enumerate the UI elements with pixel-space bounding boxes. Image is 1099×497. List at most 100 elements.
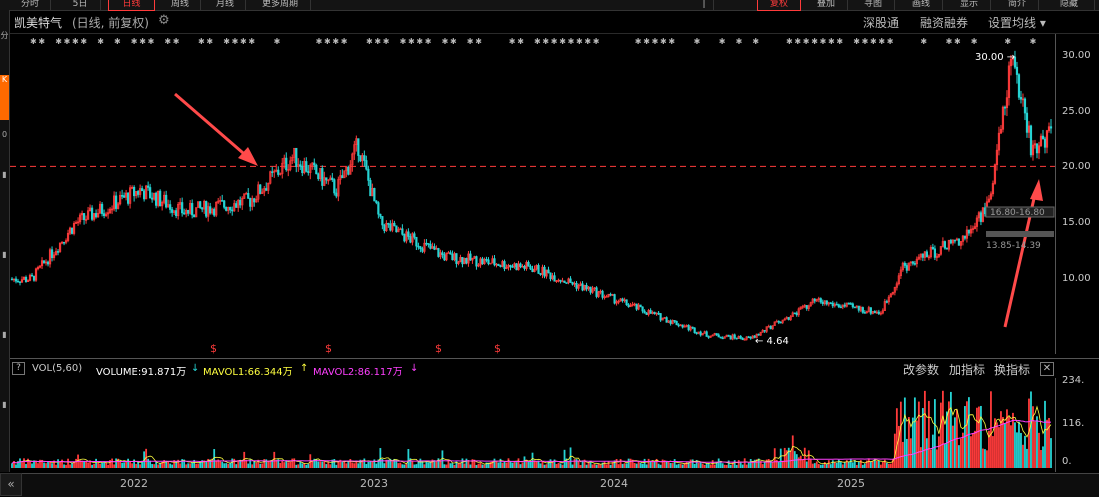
candle-body bbox=[871, 311, 874, 314]
volume-bar bbox=[189, 463, 192, 468]
gear-icon[interactable]: ⚙ bbox=[158, 13, 170, 28]
scroll-left-button[interactable]: « bbox=[0, 473, 22, 496]
tab-hide[interactable]: 隐藏 bbox=[1044, 0, 1095, 10]
left-tab-5[interactable]: ▮ bbox=[2, 250, 7, 259]
edit-params-button[interactable]: 改参数 bbox=[903, 363, 940, 377]
volume-bar bbox=[509, 461, 512, 468]
add-indicator-button[interactable]: 加指标 bbox=[949, 363, 986, 377]
candle-body bbox=[581, 283, 584, 291]
candle-body bbox=[501, 261, 504, 267]
tab-adjust[interactable]: 复权 bbox=[757, 0, 801, 11]
volume-bar bbox=[799, 455, 802, 468]
volume-bar bbox=[751, 461, 754, 468]
candle-body bbox=[671, 320, 674, 324]
signal-marker-icon: $ bbox=[435, 342, 442, 355]
volume-bar bbox=[303, 463, 306, 468]
help-icon[interactable]: ? bbox=[12, 362, 25, 375]
candle-body bbox=[745, 336, 748, 340]
candlestick-chart[interactable]: ✱ ✱ ✱ ✱ ✱ ✱ ✱ ✱ ✱ ✱ ✱ ✱ ✱ ✱ ✱ ✱ ✱ ✱ ✱ ✱ ✱ ✱ ✱ ✱ ✱ ✱ ✱ ✱ ✱ ✱ ✱ ✱ ✱ ✱ ✱ ✱ ✱ ✱ ✱ ✱… bbox=[10, 34, 1055, 356]
volume-bar bbox=[507, 458, 510, 468]
volume-bar bbox=[91, 464, 93, 468]
tab-daily[interactable]: 日线 bbox=[108, 0, 155, 11]
volume-bar bbox=[453, 464, 456, 468]
candle-body bbox=[112, 195, 116, 210]
candle-body bbox=[883, 301, 886, 311]
volume-bar bbox=[761, 464, 764, 468]
candle-body bbox=[133, 186, 136, 197]
candle-body bbox=[851, 303, 854, 308]
left-tab-1[interactable]: 分 bbox=[0, 31, 9, 40]
price-tick: 10.00 bbox=[1062, 273, 1091, 284]
event-marker-icon: ✱ bbox=[534, 37, 541, 46]
candle-body bbox=[947, 239, 951, 250]
tab-monthly[interactable]: 月线 bbox=[205, 0, 246, 10]
tab-display[interactable]: 显示 bbox=[948, 0, 991, 10]
tab-find-pattern[interactable]: 寻图 bbox=[852, 0, 895, 10]
tab-profile[interactable]: 简介 bbox=[996, 0, 1039, 10]
candle-body bbox=[141, 188, 144, 192]
left-tab-7[interactable]: ▮ bbox=[2, 400, 7, 409]
volume-bar bbox=[207, 458, 210, 468]
candle-body bbox=[605, 296, 608, 298]
candle-body bbox=[895, 283, 898, 288]
close-icon[interactable]: ✕ bbox=[1040, 362, 1054, 376]
tab-weekly[interactable]: 周线 bbox=[160, 0, 201, 10]
volume-bar bbox=[699, 462, 702, 468]
tab-intraday[interactable]: 分时 bbox=[10, 0, 51, 10]
left-tab-6[interactable]: ▮ bbox=[2, 330, 7, 339]
left-tab-kline[interactable]: K bbox=[0, 75, 9, 120]
volume-bar bbox=[117, 458, 120, 468]
volume-bar bbox=[785, 450, 788, 468]
volume-bar bbox=[353, 463, 356, 468]
northbound-link[interactable]: 深股通 bbox=[863, 16, 900, 30]
volume-bar bbox=[739, 461, 742, 468]
candle-body bbox=[423, 242, 426, 252]
volume-bar bbox=[69, 464, 71, 468]
candle-body bbox=[471, 257, 474, 261]
candle-body bbox=[547, 269, 550, 274]
change-indicator-button[interactable]: 换指标 bbox=[994, 363, 1031, 377]
tab-5day[interactable]: 5日 bbox=[60, 0, 101, 10]
volume-bar bbox=[429, 461, 432, 468]
volume-bar bbox=[393, 458, 396, 468]
left-tab-4[interactable]: ▮ bbox=[2, 170, 7, 179]
time-axis[interactable]: 2022 2023 2024 2025 bbox=[10, 473, 1099, 497]
candle-body bbox=[709, 335, 712, 338]
volume-bar bbox=[163, 459, 166, 468]
volume-bar bbox=[733, 460, 736, 468]
volume-bar bbox=[941, 390, 944, 468]
indicator-name[interactable]: VOL(5,60) bbox=[32, 363, 83, 374]
volume-bar bbox=[21, 462, 23, 468]
ma-settings-dropdown[interactable]: 设置均线 ▾ bbox=[988, 16, 1046, 30]
event-marker-icon: ✱ bbox=[568, 37, 575, 46]
candle-body bbox=[721, 337, 724, 340]
volume-bar bbox=[569, 447, 572, 468]
volume-bar bbox=[57, 459, 59, 468]
candle-body bbox=[691, 326, 694, 329]
candles-group bbox=[10, 50, 1053, 341]
volume-bar bbox=[713, 464, 716, 468]
candle-body bbox=[527, 261, 530, 267]
volume-bar bbox=[377, 459, 380, 468]
left-tab-3[interactable]: 0 bbox=[1, 130, 8, 139]
price-tick: 20.00 bbox=[1062, 161, 1091, 172]
candle-body bbox=[823, 300, 826, 305]
candle-body bbox=[485, 258, 488, 261]
candle-body bbox=[42, 260, 46, 263]
candle-body bbox=[803, 305, 806, 307]
volume-chart[interactable] bbox=[10, 378, 1055, 472]
candle-body bbox=[373, 188, 376, 202]
margin-trading-link[interactable]: 融资融券 bbox=[920, 16, 969, 30]
tab-more-periods[interactable]: 更多周期 bbox=[250, 0, 311, 10]
candle-body bbox=[595, 287, 598, 297]
candle-body bbox=[291, 157, 294, 162]
candle-body bbox=[14, 278, 18, 282]
candle-body bbox=[887, 296, 890, 303]
candle-body bbox=[18, 281, 22, 283]
tab-overlay[interactable]: 叠加 bbox=[805, 0, 848, 10]
tab-prev[interactable]: | bbox=[695, 0, 714, 10]
event-marker-icon: ✱ bbox=[240, 37, 247, 46]
tab-draw-line[interactable]: 画线 bbox=[900, 0, 943, 10]
volume-bar bbox=[559, 463, 562, 468]
event-marker-icon: ✱ bbox=[1004, 37, 1011, 46]
